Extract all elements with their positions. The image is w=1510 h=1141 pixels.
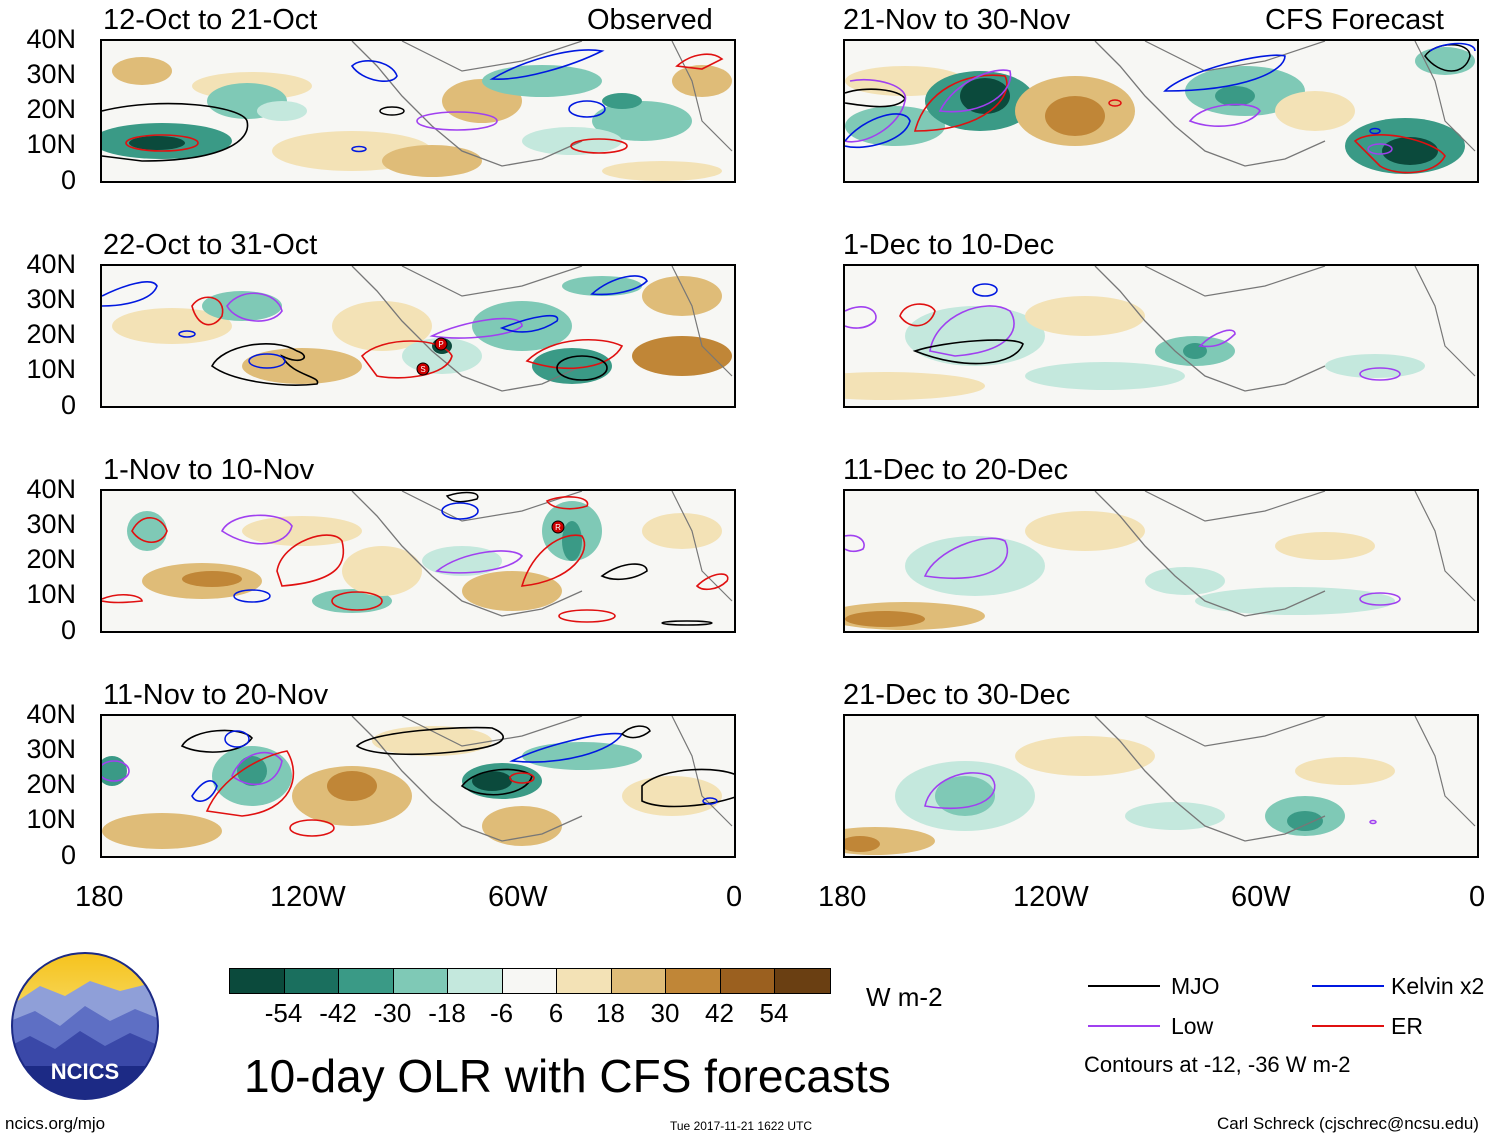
lat-label: 10N [26, 804, 76, 834]
lat-label: 40N [26, 699, 76, 729]
lon-label: 120W [1013, 881, 1089, 913]
panel-title-fc-2: 1-Dec to 10-Dec [843, 229, 1055, 261]
panel-title-obs-4: 11-Nov to 20-Nov [103, 679, 329, 711]
lon-label: 180 [75, 881, 124, 913]
colorbar-swatch [775, 969, 830, 993]
lon-label: 60W [1231, 881, 1291, 913]
colorbar-label: 30 [650, 998, 680, 1028]
olr-map-obs-1 [100, 39, 736, 183]
colorbar-swatch [557, 969, 612, 993]
lat-label: 0 [60, 390, 76, 420]
olr-map-fc-3 [843, 489, 1479, 633]
colorbar-swatch [720, 969, 775, 993]
colorbar-label: 6 [548, 998, 564, 1028]
panel-title-fc-1: 21-Nov to 30-Nov [843, 4, 1071, 36]
colorbar-label: -42 [319, 998, 357, 1028]
lon-label: 60W [488, 881, 548, 913]
panel-title-obs-2: 22-Oct to 31-Oct [103, 229, 318, 261]
storm-marker-s: S [420, 365, 425, 374]
olr-map-obs-3: R [100, 489, 736, 633]
colorbar-swatch [230, 969, 285, 993]
lat-label: 40N [26, 24, 76, 54]
lat-label: 30N [26, 509, 76, 539]
panel-title-obs-1: 12-Oct to 21-Oct [103, 4, 318, 36]
colorbar-label: -18 [428, 998, 466, 1028]
olr-map-obs-2: P S [100, 264, 736, 408]
main-title: 10-day OLR with CFS forecasts [244, 1050, 891, 1102]
lat-label: 20N [26, 319, 76, 349]
colorbar-swatch [611, 969, 666, 993]
lat-label: 20N [26, 769, 76, 799]
panel-title-obs-3: 1-Nov to 10-Nov [103, 454, 315, 486]
colorbar-label: -6 [489, 998, 514, 1028]
legend-line-mjo [1088, 985, 1160, 987]
lat-label: 0 [60, 165, 76, 195]
storm-marker-r: R [555, 523, 561, 532]
lat-label: 40N [26, 474, 76, 504]
lat-label: 0 [60, 840, 76, 870]
legend-label-low: Low [1171, 1013, 1214, 1039]
colorbar-swatch [666, 969, 721, 993]
colorbar-swatch [393, 969, 448, 993]
olr-map-fc-1 [843, 39, 1479, 183]
legend-line-kelvin [1312, 985, 1384, 987]
website-link[interactable]: ncics.org/mjo [5, 1114, 106, 1133]
units-label: W m-2 [866, 982, 943, 1012]
lon-label: 120W [270, 881, 346, 913]
legend-line-er [1312, 1025, 1384, 1027]
legend-line-low [1088, 1025, 1160, 1027]
colorbar-swatch [284, 969, 339, 993]
colorbar-label: -54 [264, 998, 303, 1028]
forecast-header: CFS Forecast [1265, 4, 1444, 36]
author-credit: Carl Schreck (cjschrec@ncsu.edu) [1217, 1114, 1479, 1133]
observed-header: Observed [587, 4, 713, 36]
storm-marker-p: P [438, 340, 443, 349]
lat-label: 0 [60, 615, 76, 645]
lon-label: 180 [818, 881, 867, 913]
legend-label-er: ER [1391, 1013, 1423, 1039]
lat-label: 30N [26, 734, 76, 764]
colorbar-swatch [502, 969, 557, 993]
colorbar-swatch [448, 969, 503, 993]
legend-label-mjo: MJO [1171, 973, 1220, 999]
panel-title-fc-4: 21-Dec to 30-Dec [843, 679, 1071, 711]
ncics-logo: NCICS [10, 951, 160, 1101]
olr-map-fc-2 [843, 264, 1479, 408]
legend-label-kelvin: Kelvin x2 [1391, 973, 1485, 999]
panel-title-fc-3: 11-Dec to 20-Dec [843, 454, 1069, 486]
olr-map-fc-4 [843, 714, 1479, 858]
lon-label: 0 [1469, 881, 1486, 913]
timestamp: Tue 2017-11-21 1622 UTC [670, 1119, 813, 1133]
colorbar [229, 968, 831, 994]
olr-map-obs-4 [100, 714, 736, 858]
lat-label: 10N [26, 129, 76, 159]
lat-label: 10N [26, 354, 76, 384]
contours-note: Contours at -12, -36 W m-2 [1084, 1052, 1351, 1077]
lat-label: 20N [26, 94, 76, 124]
colorbar-label: 18 [596, 998, 625, 1028]
lat-label: 30N [26, 284, 76, 314]
colorbar-label: 42 [705, 998, 734, 1028]
colorbar-swatch [339, 969, 394, 993]
lat-label: 40N [26, 249, 76, 279]
logo-text: NCICS [51, 1059, 119, 1084]
lon-label: 0 [726, 881, 743, 913]
lat-label: 20N [26, 544, 76, 574]
lat-label: 10N [26, 579, 76, 609]
lat-label: 30N [26, 59, 76, 89]
colorbar-label: 54 [759, 998, 789, 1028]
colorbar-label: -30 [373, 998, 412, 1028]
